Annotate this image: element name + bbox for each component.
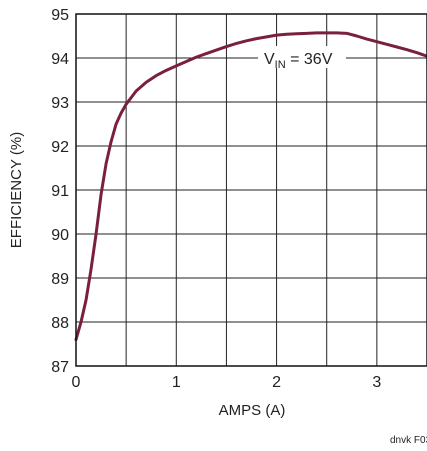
series-layer [74,31,427,342]
vin-annotation-label: VIN = 36V [264,51,333,71]
y-tick-label: 93 [51,95,69,112]
x-tick-label: 2 [272,374,281,391]
x-tick-label: 3 [372,374,381,391]
plot-border [75,13,427,367]
figure-credit: dnvk F03 [390,435,427,446]
x-tick-label: 1 [172,374,181,391]
y-tick-label: 88 [51,315,69,332]
efficiency-curve [74,31,427,342]
y-tick-label: 92 [51,139,69,156]
vin-annotation-background [258,46,346,68]
y-tick-label: 95 [51,7,69,24]
grid-layer [76,13,427,367]
x-axis-title: AMPS (A) [219,402,286,419]
x-tick-label: 0 [72,374,81,391]
y-tick-label: 87 [51,359,69,376]
y-axis-title: EFFICIENCY (%) [8,132,25,248]
y-tick-label: 94 [51,51,69,68]
tick-labels: 87 88 89 90 91 92 93 94 95 0 1 2 3 [51,7,381,391]
vin-annotation: VIN = 36V [258,46,346,71]
y-tick-label: 90 [51,227,69,244]
y-tick-label: 91 [51,183,69,200]
y-tick-label: 89 [51,271,69,288]
